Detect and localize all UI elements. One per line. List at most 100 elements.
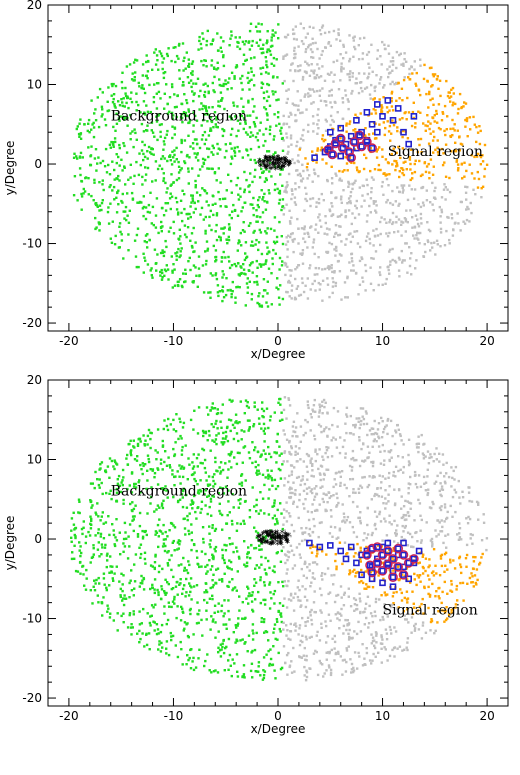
event-point	[396, 542, 400, 545]
event-point	[90, 517, 93, 521]
event-point	[364, 127, 367, 130]
event-point	[243, 445, 247, 448]
event-point	[240, 481, 244, 484]
event-point	[229, 142, 232, 145]
event-point	[154, 63, 158, 66]
event-point	[312, 26, 315, 29]
event-point	[417, 450, 420, 454]
center-point: *	[276, 157, 281, 167]
event-point	[257, 248, 260, 252]
event-point	[279, 129, 282, 132]
event-point	[213, 90, 216, 94]
event-point	[91, 123, 94, 126]
event-point	[334, 284, 337, 288]
event-point	[186, 478, 189, 481]
event-point	[80, 192, 83, 196]
event-point	[412, 197, 416, 200]
event-point	[443, 475, 446, 478]
event-point	[160, 167, 164, 171]
event-point	[205, 109, 208, 112]
event-point	[364, 289, 367, 292]
event-point	[367, 62, 370, 65]
event-point	[170, 587, 173, 591]
event-point	[398, 175, 401, 179]
event-point	[293, 196, 297, 199]
event-point	[448, 176, 451, 180]
event-point	[387, 130, 391, 133]
event-point	[454, 102, 457, 106]
event-point	[439, 471, 442, 475]
event-point	[384, 282, 387, 285]
event-point	[332, 436, 335, 439]
event-point	[444, 133, 447, 137]
event-point	[456, 163, 460, 166]
event-point	[276, 76, 279, 79]
event-point	[268, 251, 271, 254]
event-point	[202, 64, 205, 67]
event-point	[169, 466, 172, 469]
y-tick-label: 20	[27, 0, 42, 12]
event-point	[256, 301, 259, 305]
event-point	[285, 190, 288, 194]
event-point	[293, 53, 296, 56]
event-point	[367, 75, 370, 79]
event-point	[280, 235, 283, 238]
event-point	[243, 170, 246, 174]
event-point	[248, 190, 251, 194]
event-point	[219, 205, 222, 208]
event-point	[183, 224, 187, 227]
event-point	[262, 144, 265, 147]
event-point	[201, 264, 205, 267]
event-point	[250, 78, 253, 81]
event-point	[285, 510, 288, 513]
event-point	[449, 127, 452, 131]
event-point	[411, 590, 414, 593]
event-point	[249, 135, 252, 138]
event-point	[146, 59, 150, 63]
event-point	[373, 419, 376, 423]
event-point	[242, 110, 245, 114]
event-point	[318, 89, 322, 92]
event-point	[389, 82, 392, 86]
event-point	[268, 170, 271, 173]
event-point	[400, 184, 403, 187]
event-point	[175, 146, 178, 150]
event-point	[462, 220, 465, 223]
event-point	[373, 639, 376, 642]
event-point	[144, 74, 148, 78]
event-point	[266, 305, 270, 308]
event-point	[337, 33, 340, 37]
event-point	[232, 587, 235, 590]
event-point	[395, 81, 398, 85]
event-point	[126, 192, 129, 195]
event-point	[208, 597, 212, 600]
event-point	[344, 296, 347, 299]
event-point	[192, 473, 195, 476]
event-point	[348, 571, 352, 575]
event-point	[287, 172, 291, 176]
event-point	[302, 489, 306, 493]
event-point	[226, 476, 229, 479]
event-point	[282, 429, 285, 432]
event-point	[308, 534, 312, 537]
event-point	[245, 149, 249, 152]
center-point: *	[276, 164, 281, 174]
event-point	[161, 506, 165, 510]
event-point	[370, 43, 373, 46]
event-point	[242, 105, 245, 108]
event-point	[319, 99, 323, 102]
event-point	[130, 453, 133, 457]
event-point	[257, 463, 260, 467]
event-point	[354, 204, 357, 207]
event-point	[236, 119, 240, 122]
event-point	[132, 594, 135, 597]
event-point	[301, 634, 304, 637]
event-point	[388, 65, 391, 68]
event-point	[348, 182, 351, 186]
event-point	[131, 130, 134, 133]
event-point	[312, 168, 316, 171]
event-point	[287, 234, 290, 237]
event-point	[428, 506, 432, 509]
event-point	[346, 202, 349, 205]
event-point	[198, 39, 201, 43]
